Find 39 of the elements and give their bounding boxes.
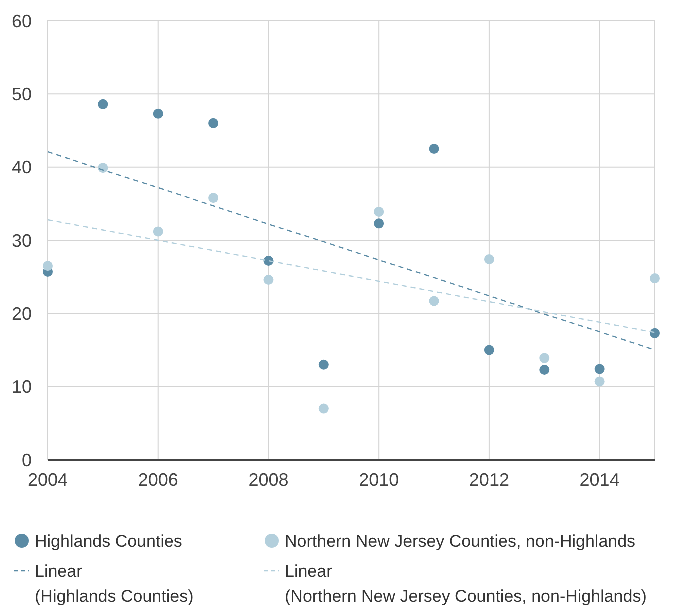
point [153,226,164,237]
legend-label: Linear (Northern New Jersey Counties, non-Highlands) [285,562,647,606]
point [594,376,605,387]
y-tick-label: 20 [12,304,32,324]
x-tick-label: 2004 [28,470,68,490]
point [153,108,164,119]
y-tick-label: 50 [12,84,32,104]
point [650,274,660,284]
y-tick-label: 10 [12,377,32,398]
y-tick-label: 30 [12,230,32,251]
legend-label: Northern New Jersey Counties, non-Highlands [285,532,636,551]
point [650,328,660,338]
point [540,353,550,364]
y-tick-label: 60 [12,11,32,32]
y-tick-label: 40 [12,158,32,178]
x-tick-label: 2010 [359,470,400,490]
point [540,365,550,376]
point [264,275,274,286]
point [484,345,494,356]
x-tick-label: 2008 [248,470,289,490]
legend-label: Linear (Highlands Counties) [35,562,194,606]
point [98,99,108,110]
x-tick-label: 2012 [469,470,510,490]
x-tick-label: 2014 [580,470,620,490]
point [43,261,53,272]
point [208,118,219,128]
point [208,193,219,204]
point [429,144,440,154]
point [318,404,329,414]
x-tick-label: 2006 [138,470,178,490]
y-tick-label: 0 [22,450,32,470]
point [484,254,494,265]
point [374,206,384,217]
point [429,296,440,306]
point [318,360,329,370]
point [594,364,605,374]
point [374,218,384,229]
point [98,163,108,174]
legend-label: Highlands Counties [35,532,182,551]
